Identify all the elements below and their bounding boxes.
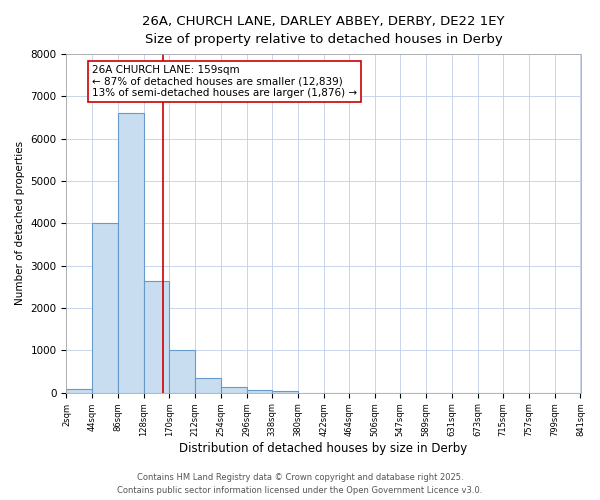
Bar — [195, 378, 221, 392]
Text: 26A CHURCH LANE: 159sqm
← 87% of detached houses are smaller (12,839)
13% of sem: 26A CHURCH LANE: 159sqm ← 87% of detache… — [92, 64, 357, 98]
Bar — [92, 222, 118, 392]
Bar — [169, 350, 195, 393]
Bar — [247, 390, 272, 392]
Text: Contains HM Land Registry data © Crown copyright and database right 2025.
Contai: Contains HM Land Registry data © Crown c… — [118, 474, 482, 495]
Bar — [272, 390, 298, 392]
Title: 26A, CHURCH LANE, DARLEY ABBEY, DERBY, DE22 1EY
Size of property relative to det: 26A, CHURCH LANE, DARLEY ABBEY, DERBY, D… — [142, 15, 505, 46]
Bar — [67, 390, 92, 392]
Y-axis label: Number of detached properties: Number of detached properties — [15, 142, 25, 306]
Bar — [143, 280, 169, 392]
Bar — [118, 112, 143, 392]
Bar — [221, 387, 247, 392]
X-axis label: Distribution of detached houses by size in Derby: Distribution of detached houses by size … — [179, 442, 467, 455]
